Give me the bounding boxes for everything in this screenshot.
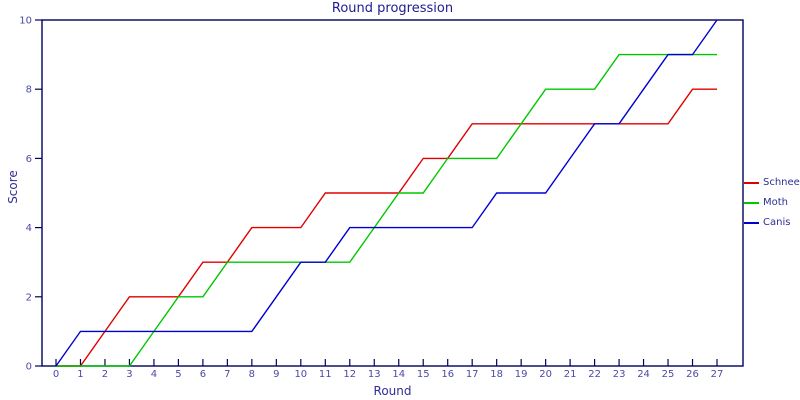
x-tick-label: 6 (200, 369, 206, 380)
y-tick-label: 0 (26, 362, 32, 373)
x-tick-label: 1 (77, 369, 83, 380)
x-tick-label: 25 (662, 369, 675, 380)
x-tick-label: 9 (273, 369, 279, 380)
legend-item-moth: Moth (744, 196, 800, 209)
x-tick-label: 11 (319, 369, 332, 380)
y-tick-label: 4 (26, 223, 32, 234)
x-tick-label: 26 (686, 369, 699, 380)
x-tick-label: 7 (224, 369, 230, 380)
y-tick-label: 10 (19, 16, 32, 27)
x-tick-label: 2 (102, 369, 108, 380)
legend-swatch-schnee (744, 181, 759, 184)
legend-label-schnee: Schnee (763, 177, 800, 188)
x-tick-label: 18 (490, 369, 503, 380)
x-tick-label: 12 (343, 369, 356, 380)
chart-title: Round progression (331, 1, 454, 16)
series-line-moth (56, 53, 717, 367)
plot-frame (41, 19, 744, 367)
x-tick-label: 17 (466, 369, 479, 380)
y-tick-label: 2 (26, 292, 32, 303)
x-tick-label: 21 (564, 369, 577, 380)
x-tick-label: 10 (294, 369, 307, 380)
legend-item-canis: Canis (744, 216, 800, 229)
legend: Schnee Moth Canis (744, 176, 800, 229)
legend-swatch-canis (744, 221, 759, 224)
legend-label-moth: Moth (763, 197, 789, 208)
x-tick-label: 27 (711, 369, 724, 380)
x-tick-label: 13 (368, 369, 381, 380)
x-tick-label: 5 (175, 369, 181, 380)
legend-item-schnee: Schnee (744, 176, 800, 189)
series-line-canis (55, 19, 718, 367)
x-tick-label: 3 (126, 369, 132, 380)
x-tick-label: 23 (613, 369, 626, 380)
y-tick-label: 6 (26, 154, 32, 165)
x-tick-label: 19 (515, 369, 528, 380)
x-tick-label: 20 (539, 369, 552, 380)
x-tick-label: 14 (392, 369, 405, 380)
x-tick-label: 8 (249, 369, 255, 380)
x-tick-label: 4 (151, 369, 157, 380)
legend-swatch-moth (744, 201, 759, 204)
x-tick-label: 15 (417, 369, 430, 380)
x-axis-label: Round (373, 384, 412, 398)
x-tick-label: 24 (637, 369, 650, 380)
legend-label-canis: Canis (763, 217, 791, 228)
y-tick-label: 8 (26, 85, 32, 96)
x-tick-label: 0 (53, 369, 59, 380)
x-tick-label: 16 (441, 369, 454, 380)
x-tick-label: 22 (588, 369, 601, 380)
